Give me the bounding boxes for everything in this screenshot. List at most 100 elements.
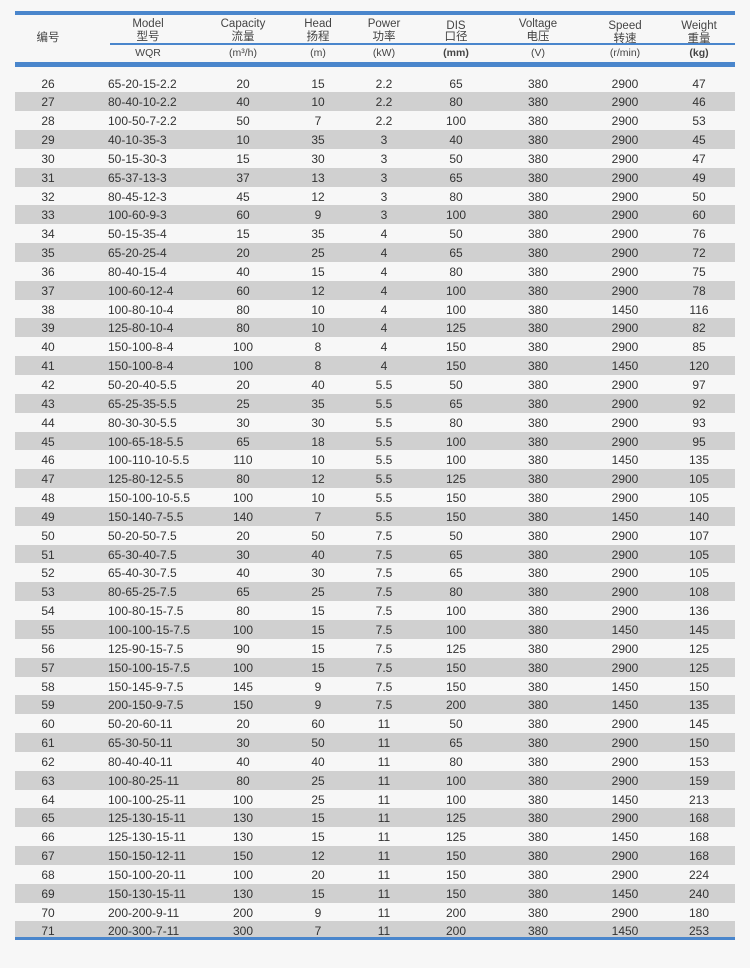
cell-no: 35 <box>41 246 55 261</box>
cell-voltage: 380 <box>527 396 549 411</box>
cell-power: 7.5 <box>375 698 393 713</box>
cell-voltage: 380 <box>527 302 549 317</box>
cell-voltage: 380 <box>527 622 549 637</box>
header-no: 编号 <box>36 32 60 44</box>
cell-no: 37 <box>41 283 55 298</box>
cell-speed: 2900 <box>611 189 639 204</box>
cell-weight: 116 <box>689 302 709 317</box>
cell-voltage: 380 <box>527 604 549 619</box>
cell-no: 48 <box>41 491 55 506</box>
cell-head: 30 <box>311 566 325 581</box>
cell-capacity: 80 <box>236 302 250 317</box>
cell-speed: 1450 <box>611 359 639 374</box>
header-speed: Speed 转速 <box>608 20 642 45</box>
cell-capacity: 140 <box>232 509 254 524</box>
cell-voltage: 380 <box>527 679 549 694</box>
table-row: 30 50-15-30-3 15 30 3 50 380 2900 47 <box>15 149 735 168</box>
cell-no: 26 <box>41 76 55 91</box>
cell-dis: 100 <box>445 208 467 223</box>
cell-power: 11 <box>377 811 391 826</box>
header-dis: DIS 口径 <box>444 20 468 43</box>
cell-model: 80-40-10-2.2 <box>108 95 177 110</box>
cell-model: 150-100-20-11 <box>108 867 186 882</box>
cell-power: 7.5 <box>375 547 393 562</box>
cell-power: 11 <box>377 830 391 845</box>
cell-head: 7 <box>314 924 322 939</box>
cell-speed: 2900 <box>611 95 639 110</box>
cell-voltage: 380 <box>527 660 549 675</box>
cell-model: 100-80-10-4 <box>108 302 174 317</box>
cell-power: 5.5 <box>375 491 393 506</box>
cell-dis: 150 <box>445 491 467 506</box>
cell-power: 5.5 <box>375 396 393 411</box>
cell-dis: 65 <box>449 170 463 185</box>
table-row: 44 80-30-30-5.5 30 30 5.5 80 380 2900 93 <box>15 413 735 432</box>
table-row: 66 125-130-15-11 130 15 11 125 380 1450 168 <box>15 827 735 846</box>
cell-capacity: 20 <box>236 246 250 261</box>
header-head: Head 扬程 <box>304 18 332 43</box>
cell-capacity: 110 <box>233 453 253 468</box>
cell-weight: 47 <box>692 76 706 91</box>
cell-voltage: 380 <box>527 736 549 751</box>
cell-no: 55 <box>41 622 55 637</box>
cell-weight: 50 <box>692 189 706 204</box>
cell-model: 200-300-7-11 <box>108 924 180 939</box>
cell-power: 11 <box>377 867 391 882</box>
cell-capacity: 30 <box>236 415 250 430</box>
cell-model: 150-100-10-5.5 <box>108 491 191 506</box>
cell-power: 4 <box>380 302 388 317</box>
cell-dis: 65 <box>449 736 463 751</box>
cell-capacity: 30 <box>236 547 250 562</box>
table-row: 48 150-100-10-5.5 100 10 5.5 150 380 2900 105 <box>15 488 735 507</box>
cell-dis: 150 <box>445 849 467 864</box>
cell-no: 59 <box>41 698 55 713</box>
table-row: 62 80-40-40-11 40 40 11 80 380 2900 153 <box>15 752 735 771</box>
cell-power: 11 <box>377 792 391 807</box>
cell-capacity: 150 <box>232 849 254 864</box>
cell-voltage: 380 <box>527 359 549 374</box>
cell-power: 5.5 <box>375 472 393 487</box>
cell-capacity: 130 <box>232 830 254 845</box>
cell-capacity: 80 <box>236 773 250 788</box>
cell-capacity: 20 <box>236 76 250 91</box>
cell-voltage: 380 <box>527 867 549 882</box>
cell-speed: 2900 <box>611 151 639 166</box>
cell-model: 50-20-50-7.5 <box>108 528 177 543</box>
cell-head: 8 <box>314 359 322 374</box>
cell-dis: 65 <box>449 396 463 411</box>
cell-model: 80-40-15-4 <box>108 264 167 279</box>
cell-voltage: 380 <box>527 95 549 110</box>
header-capacity: Capacity 流量 <box>220 18 266 43</box>
cell-weight: 46 <box>692 95 706 110</box>
cell-no: 46 <box>41 453 55 468</box>
cell-no: 57 <box>41 660 55 675</box>
cell-voltage: 380 <box>527 114 549 129</box>
cell-speed: 2900 <box>611 283 639 298</box>
cell-power: 4 <box>380 246 388 261</box>
cell-weight: 168 <box>688 811 710 826</box>
cell-capacity: 80 <box>236 604 250 619</box>
cell-dis: 125 <box>445 641 467 656</box>
cell-speed: 2900 <box>611 340 639 355</box>
cell-head: 18 <box>311 434 325 449</box>
cell-speed: 1450 <box>611 792 639 807</box>
cell-dis: 50 <box>449 717 463 732</box>
cell-weight: 49 <box>692 170 706 185</box>
cell-dis: 65 <box>449 547 463 562</box>
cell-voltage: 380 <box>527 264 549 279</box>
cell-voltage: 380 <box>527 189 549 204</box>
cell-no: 58 <box>41 679 55 694</box>
cell-speed: 2900 <box>611 114 639 129</box>
cell-no: 56 <box>41 641 55 656</box>
cell-capacity: 10 <box>236 133 250 148</box>
top-rule <box>15 11 735 15</box>
cell-no: 51 <box>41 547 55 562</box>
cell-no: 38 <box>41 302 55 317</box>
cell-head: 9 <box>314 698 322 713</box>
cell-dis: 80 <box>449 189 463 204</box>
cell-no: 63 <box>41 773 55 788</box>
cell-no: 62 <box>41 754 55 769</box>
cell-power: 4 <box>380 264 388 279</box>
cell-no: 44 <box>41 415 55 430</box>
cell-dis: 100 <box>445 434 467 449</box>
